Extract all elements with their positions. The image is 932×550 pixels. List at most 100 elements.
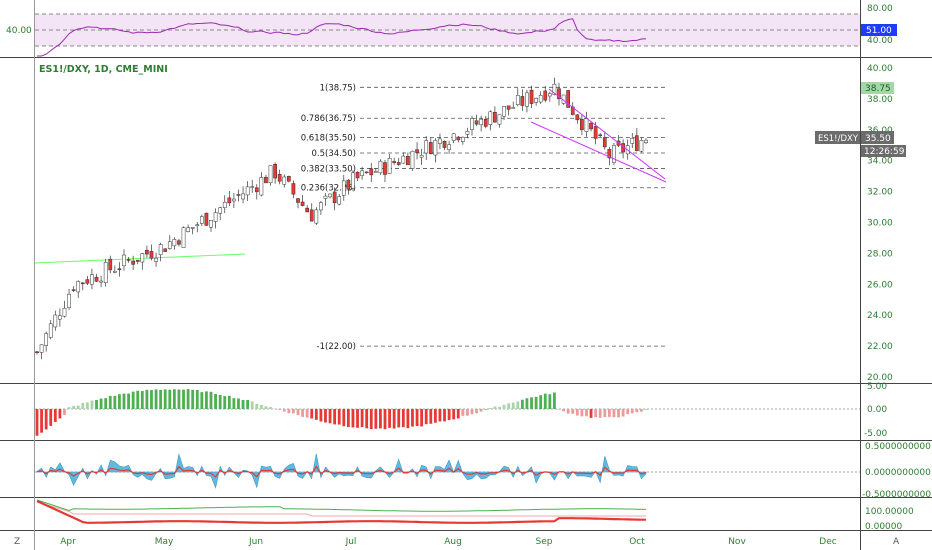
macd-bar — [520, 399, 524, 409]
scale-button-left[interactable]: Z — [14, 537, 20, 547]
macd-bar — [562, 409, 565, 412]
macd-bar — [383, 409, 387, 430]
candle-body — [584, 118, 589, 132]
candle-body — [291, 183, 296, 195]
candle-body — [305, 207, 310, 213]
chart-title: ES1!/DXY, 1D, CME_MINI — [39, 64, 168, 75]
macd-bar — [118, 394, 121, 409]
bottom-indicator-panel[interactable]: 100.00000 0.00000 — [36, 499, 914, 532]
candle-body — [460, 136, 465, 142]
macd-bar — [310, 409, 314, 419]
macd-bar — [461, 409, 465, 416]
falling-wedge[interactable] — [530, 88, 667, 183]
macd-bar — [466, 409, 469, 416]
candle-body — [602, 137, 607, 148]
macd-bar — [328, 409, 332, 424]
candle-body — [346, 179, 351, 190]
candle-body — [53, 314, 58, 328]
macd-bar — [85, 402, 89, 409]
macd-bar — [273, 408, 277, 409]
macd-bar — [566, 409, 570, 414]
price-axis-label: 20.00 — [867, 373, 893, 383]
macd-bar — [607, 409, 611, 417]
candle-body — [236, 194, 241, 196]
macd-bar — [333, 409, 337, 425]
rsi-axis-80: 80.00 — [867, 4, 893, 14]
macd-bar — [356, 409, 359, 428]
candle-body — [575, 114, 580, 121]
price-axis: 40.00 38.00 36.00 34.00 32.00 30.00 28.00 26.00… — [867, 64, 893, 383]
macd-bar — [223, 396, 227, 409]
candle-body — [337, 196, 342, 205]
rsi-line — [37, 18, 647, 57]
macd-bar — [484, 409, 488, 410]
candle-body — [213, 212, 218, 222]
rsi-panel[interactable]: 40.00 80.00 40.00 51.00 — [6, 4, 897, 57]
macd-bar — [113, 395, 117, 409]
candle-body — [167, 241, 172, 249]
candle-body — [177, 240, 181, 245]
macd-bar — [44, 409, 48, 430]
candle-body — [264, 176, 268, 184]
price-axis-label: 30.00 — [867, 219, 893, 229]
macd-bar — [319, 409, 323, 422]
month-label: Jun — [248, 537, 263, 547]
candle-body — [332, 191, 337, 204]
osc-axis-pos: 0.5000000000 — [865, 442, 931, 452]
scale-button-right[interactable]: A — [893, 537, 900, 547]
macd-bar — [516, 401, 520, 409]
candle-body — [227, 197, 232, 204]
candle-body — [566, 90, 571, 108]
osc-axis-neg: -0.5000000000 — [862, 490, 931, 500]
rsi-axis-40: 40.00 — [867, 36, 893, 46]
macd-bar — [301, 409, 304, 417]
candle-body — [94, 276, 99, 282]
candle-body — [172, 239, 177, 247]
symbol-tag: ES1!/DXY — [818, 134, 859, 144]
rsi-current-tag: 51.00 — [866, 26, 892, 36]
candle-body — [506, 105, 511, 110]
macd-bar — [246, 399, 250, 409]
price-panel[interactable]: ES1!/DXY, 1D, CME_MINI 1(38.75) 0.786(36.… — [34, 64, 906, 383]
macd-bar — [67, 407, 71, 409]
candle-body — [387, 158, 392, 174]
candle-body — [103, 262, 108, 283]
macd-bar — [237, 398, 240, 409]
macd-panel[interactable]: 5.00 0.00 -5.00 — [35, 382, 888, 439]
candle-body — [122, 254, 126, 267]
candle-body — [630, 138, 635, 144]
macd-bar — [346, 409, 350, 428]
candle-body — [529, 89, 534, 104]
macd-bar — [287, 409, 291, 414]
candle-body — [456, 136, 461, 141]
macd-bar — [360, 409, 364, 428]
oscillator-panel[interactable]: 0.5000000000 0.0000000000 -0.5000000000 — [35, 442, 931, 500]
candle-body — [451, 133, 456, 141]
candle-body — [250, 186, 255, 188]
candle-body — [135, 259, 140, 262]
candle-body — [392, 161, 397, 163]
month-label: Apr — [60, 537, 76, 547]
candle-body — [383, 162, 387, 175]
macd-bar — [76, 405, 80, 409]
macd-bar — [543, 393, 547, 409]
osc-axis-0: 0.0000000000 — [865, 468, 931, 478]
candle-body — [580, 119, 584, 131]
macd-bar — [255, 403, 259, 409]
price-axis-label: 28.00 — [867, 249, 893, 259]
candle-body — [433, 140, 438, 156]
macd-bar — [617, 409, 620, 418]
macd-bar — [438, 409, 442, 422]
candle-body — [360, 170, 364, 176]
candle-body — [378, 160, 383, 174]
candle-body — [90, 274, 94, 285]
macd-bar — [241, 399, 245, 409]
macd-bar — [337, 409, 341, 425]
fib-levels[interactable]: 1(38.75) 0.786(36.75) 0.618(35.50) 0.5(34.5… — [301, 83, 668, 352]
candle-body — [547, 93, 552, 97]
candle-body — [557, 88, 561, 100]
macd-bar — [259, 404, 263, 409]
macd-bar — [292, 409, 295, 414]
price-axis-label: 26.00 — [867, 280, 893, 290]
